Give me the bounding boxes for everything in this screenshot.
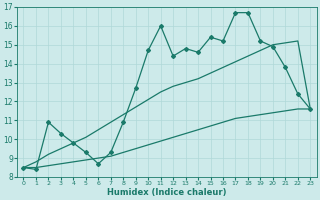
X-axis label: Humidex (Indice chaleur): Humidex (Indice chaleur) xyxy=(107,188,227,197)
